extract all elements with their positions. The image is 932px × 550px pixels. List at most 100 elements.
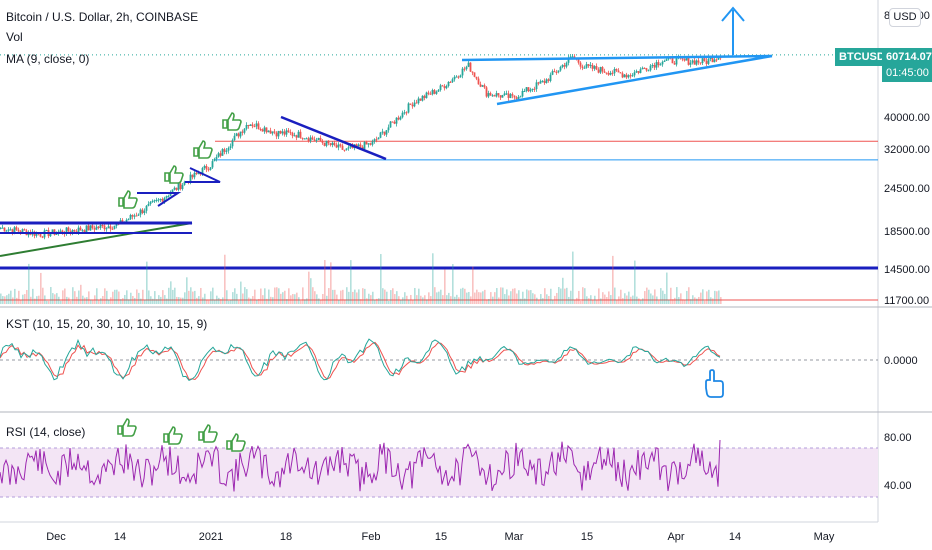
candle-body (231, 140, 234, 147)
candle-body (529, 89, 532, 92)
candle-body (523, 90, 526, 92)
candle-body (101, 225, 104, 227)
volume-bar (148, 290, 150, 304)
volume-bars (0, 251, 722, 304)
candle-body (383, 131, 386, 135)
volume-bar (662, 290, 664, 304)
x-tick-label: 14 (114, 531, 126, 543)
volume-bar (178, 297, 180, 304)
volume-bar (582, 287, 584, 304)
volume-bar (644, 291, 646, 304)
volume-bar (462, 287, 464, 304)
level-lines (0, 54, 878, 301)
volume-bar (368, 293, 370, 304)
volume-bar (284, 290, 286, 304)
volume-bar (170, 281, 172, 304)
volume-bar (338, 299, 340, 304)
x-tick-label: Dec (46, 531, 66, 543)
volume-bar (230, 299, 232, 304)
candle-body (21, 229, 24, 233)
candle-body (517, 96, 520, 99)
candle-body (501, 95, 504, 98)
volume-bar (578, 290, 580, 304)
candle-body (413, 102, 416, 107)
candle-body (77, 227, 80, 233)
volume-bar (276, 287, 278, 304)
rsi-y-tick-label: 80.00 (884, 432, 912, 444)
annotation-icons[interactable] (117, 112, 724, 452)
ascending-triangle-bottom (496, 54, 773, 106)
volume-bar (20, 300, 22, 304)
volume-bar (552, 299, 554, 304)
volume-bar (404, 292, 406, 304)
candle-body (663, 60, 666, 62)
volume-bar (310, 278, 312, 304)
volume-bar (238, 300, 240, 304)
volume-bar (184, 292, 186, 304)
volume-bar (610, 295, 612, 304)
candle-body (279, 130, 282, 134)
volume-bar (540, 294, 542, 304)
thumbs-up-icon (164, 165, 184, 184)
candle-body (257, 123, 260, 129)
volume-bar (498, 297, 500, 304)
rsi-line (0, 439, 721, 492)
candle-body (333, 142, 336, 146)
volume-bar (262, 295, 264, 304)
volume-bar (538, 300, 540, 304)
volume-bar (512, 288, 514, 304)
volume-bar (556, 292, 558, 304)
candle-body (81, 230, 84, 232)
volume-bar (674, 297, 676, 304)
volume-bar (668, 299, 670, 304)
volume-bar (710, 297, 712, 304)
candle-body (699, 62, 702, 64)
candle-body (141, 209, 144, 214)
candle-body (301, 137, 304, 139)
volume-bar (400, 300, 402, 304)
volume-bar (118, 291, 120, 304)
volume-bar (352, 291, 354, 304)
volume-bar (210, 291, 212, 304)
candle-body (225, 150, 228, 152)
volume-bar (444, 269, 446, 304)
volume-bar (422, 297, 424, 304)
candle-body (567, 57, 570, 63)
grid (0, 0, 932, 523)
x-tick-label: 18 (280, 531, 292, 543)
candle-body (649, 65, 652, 71)
candle-body (549, 74, 552, 81)
volume-bar (716, 291, 718, 304)
volume-bar (96, 288, 98, 304)
volume-bar (592, 299, 594, 304)
candle-body (213, 158, 216, 162)
volume-bar (168, 287, 170, 304)
volume-bar (600, 298, 602, 304)
volume-bar (524, 298, 526, 304)
candle-body (273, 131, 276, 133)
currency-button[interactable]: USD (889, 8, 921, 27)
volume-bar (244, 287, 246, 304)
candle-body (431, 90, 434, 95)
volume-bar (508, 295, 510, 304)
trend-drawings[interactable] (0, 6, 773, 257)
candle-body (223, 149, 226, 152)
candle-body (651, 65, 654, 67)
candle-body (423, 95, 426, 99)
volume-bar (384, 289, 386, 304)
candle-body (313, 139, 316, 141)
volume-label: Vol (6, 30, 23, 44)
candle-body (497, 93, 500, 96)
flag-pattern (185, 167, 221, 183)
volume-bar (436, 292, 438, 304)
candle-body (601, 67, 604, 72)
y-tick-label: 32000.00 (884, 144, 930, 156)
y-tick-label: 11700.00 (884, 295, 929, 307)
volume-bar (618, 296, 620, 304)
volume-bar (460, 288, 462, 304)
candle-body (283, 131, 286, 135)
pointing-hand-icon (705, 369, 724, 398)
volume-bar (340, 290, 342, 304)
candle-body (609, 72, 612, 75)
